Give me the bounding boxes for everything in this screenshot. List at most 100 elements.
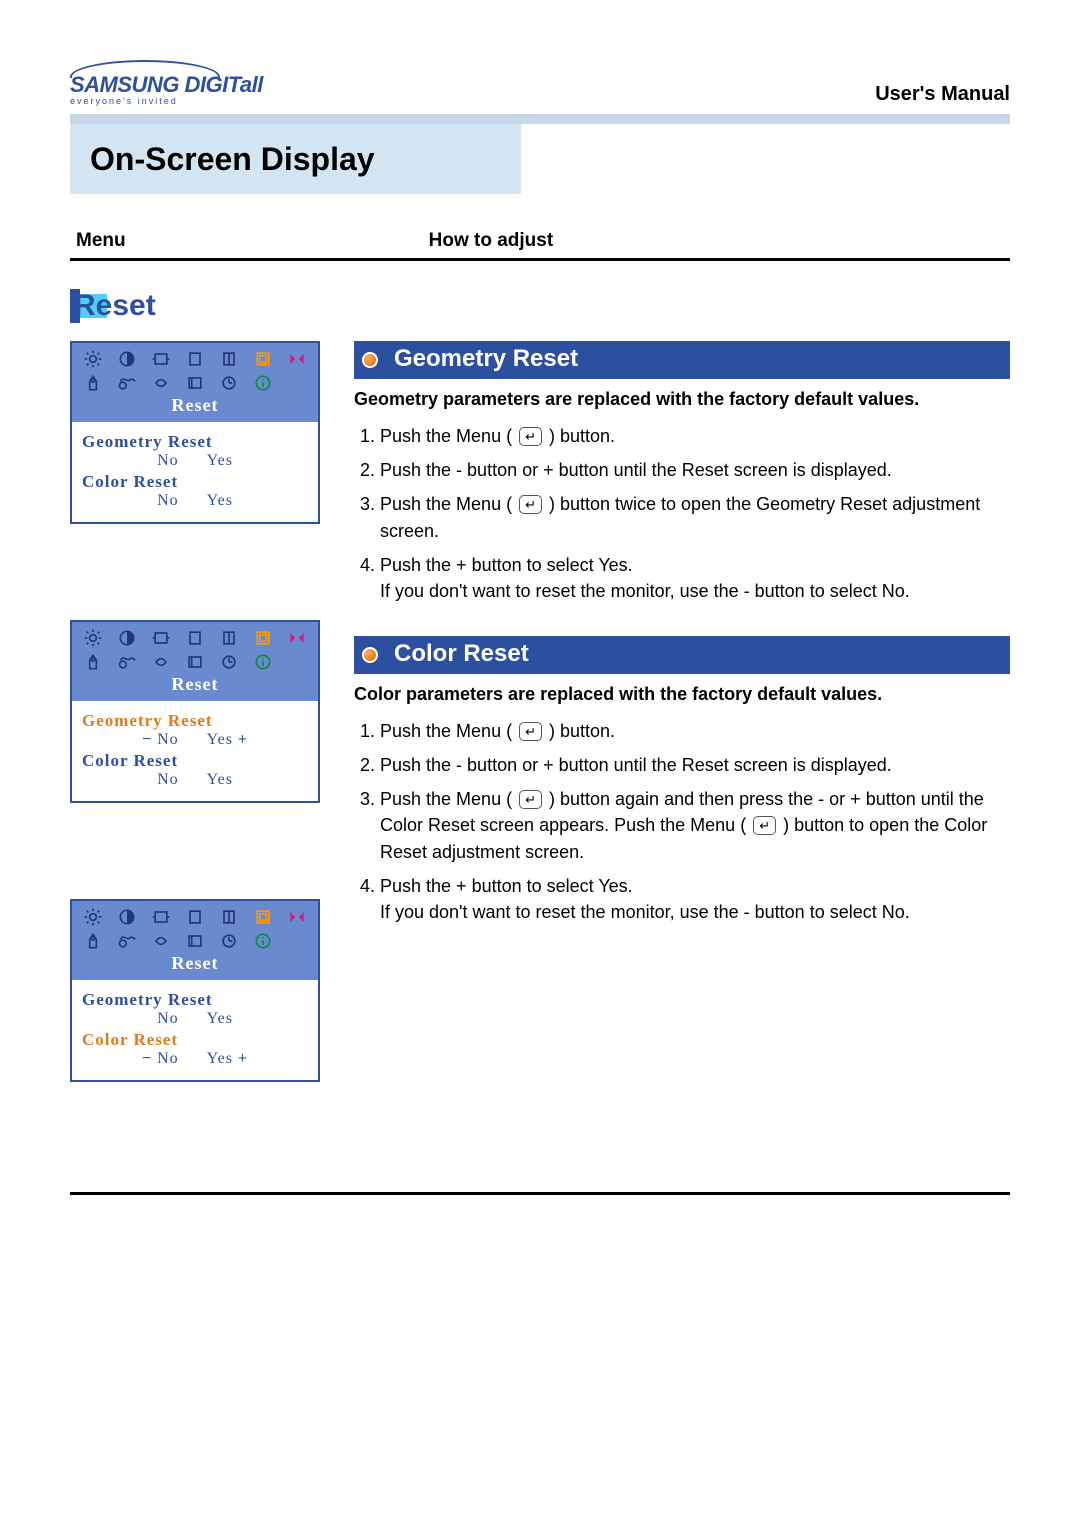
bullet-icon <box>362 647 378 663</box>
osd-icon-row <box>78 349 312 393</box>
osd-geometry-label: Geometry Reset <box>82 990 308 1010</box>
reset-highlight-icon <box>282 907 312 927</box>
h-pos-icon <box>180 628 210 648</box>
osd-option-yes: Yes <box>207 452 233 470</box>
osd-color-label: Color Reset <box>82 472 308 492</box>
step-item: Push the - button or + button until the … <box>380 752 1010 778</box>
degauss-icon <box>112 931 142 951</box>
h-size-icon <box>146 907 176 927</box>
col-header-howto: How to adjust <box>429 230 1004 252</box>
osd-header: Reset <box>72 901 318 980</box>
color-reset-heading-text: Color Reset <box>394 640 529 667</box>
osd-option-no: No <box>157 492 179 510</box>
pincushion-icon <box>248 628 278 648</box>
tilt-icon <box>146 652 176 672</box>
v-pos-icon <box>214 628 244 648</box>
brand-name: SAMSUNG DIGITall <box>70 72 263 98</box>
h-pos-icon <box>180 907 210 927</box>
rotation-icon <box>214 931 244 951</box>
parallelogram-icon <box>180 931 210 951</box>
osd-body: Geometry Reset− No Yes + Color ResetNoYes <box>72 701 318 801</box>
section-flag: Reset <box>70 289 156 323</box>
col-header-menu: Menu <box>76 230 429 252</box>
geometry-reset-heading: Geometry Reset <box>354 341 1010 379</box>
reset-highlight-icon <box>282 628 312 648</box>
osd-option-no: − No <box>142 1050 179 1068</box>
geometry-reset-heading-text: Geometry Reset <box>394 345 578 372</box>
osd-header: Reset <box>72 622 318 701</box>
pincushion-icon <box>248 349 278 369</box>
step-item: Push the - button or + button until the … <box>380 457 1010 483</box>
osd-option-row: NoYes <box>82 492 308 510</box>
info-icon <box>248 373 278 393</box>
step-item: Push the Menu ( ) button again and then … <box>380 786 1010 864</box>
header-divider <box>70 114 1010 124</box>
rotation-icon <box>214 373 244 393</box>
menu-column: ResetGeometry ResetNoYesColor ResetNoYes… <box>70 341 330 1082</box>
tilt-icon <box>146 373 176 393</box>
osd-option-row: No Yes <box>82 452 308 470</box>
degauss-icon <box>112 373 142 393</box>
osd-icon-row <box>78 907 312 951</box>
osd-geometry-label: Geometry Reset <box>82 432 308 452</box>
osd-option-row: − NoYes + <box>82 1050 308 1068</box>
brightness-icon <box>78 628 108 648</box>
step-item: Push the Menu ( ) button twice to open t… <box>380 491 1010 543</box>
osd-option-yes: Yes + <box>207 731 248 749</box>
osd-body: Geometry ResetNo Yes Color Reset− NoYes + <box>72 980 318 1080</box>
osd-geometry-label: Geometry Reset <box>82 711 308 731</box>
color-icon <box>78 652 108 672</box>
h-size-icon <box>146 349 176 369</box>
tilt-icon <box>146 931 176 951</box>
bullet-icon <box>362 352 378 368</box>
osd-option-yes: Yes <box>207 1010 233 1028</box>
osd-color-label: Color Reset <box>82 751 308 771</box>
osd-title: Reset <box>78 393 312 420</box>
enter-button-icon <box>519 427 542 446</box>
step-item: Push the + button to select Yes.If you d… <box>380 873 1010 925</box>
degauss-icon <box>112 652 142 672</box>
osd-panel: ResetGeometry ResetNoYesColor ResetNoYes <box>70 341 320 524</box>
section-flag-label: Reset <box>70 289 156 322</box>
osd-header: Reset <box>72 343 318 422</box>
pincushion-icon <box>248 907 278 927</box>
geometry-reset-steps: Push the Menu ( ) button. Push the - butt… <box>354 423 1010 604</box>
osd-option-no: No <box>157 771 179 789</box>
h-size-icon <box>146 628 176 648</box>
contrast-icon <box>112 628 142 648</box>
step-item: Push the Menu ( ) button. <box>380 718 1010 744</box>
column-headers: Menu How to adjust <box>70 230 1010 258</box>
osd-title: Reset <box>78 672 312 699</box>
osd-option-row: − No Yes + <box>82 731 308 749</box>
reset-highlight-icon <box>282 349 312 369</box>
geometry-reset-lead: Geometry parameters are replaced with th… <box>354 387 1010 411</box>
title-band: On-Screen Display <box>70 124 1010 194</box>
enter-button-icon <box>519 790 542 809</box>
enter-button-icon <box>519 495 542 514</box>
v-pos-icon <box>214 349 244 369</box>
contrast-icon <box>112 907 142 927</box>
rotation-icon <box>214 652 244 672</box>
color-icon <box>78 373 108 393</box>
enter-button-icon <box>753 816 776 835</box>
howto-column: Geometry Reset Geometry parameters are r… <box>354 341 1010 1082</box>
info-icon <box>248 931 278 951</box>
color-reset-heading: Color Reset <box>354 636 1010 674</box>
osd-option-no: No <box>157 452 179 470</box>
color-reset-steps: Push the Menu ( ) button. Push the - butt… <box>354 718 1010 925</box>
osd-option-row: NoYes <box>82 771 308 789</box>
osd-option-no: No <box>157 1010 179 1028</box>
footer-rule <box>70 1192 1010 1195</box>
h-pos-icon <box>180 349 210 369</box>
page-title: On-Screen Display <box>70 124 521 194</box>
color-icon <box>78 931 108 951</box>
enter-button-icon <box>519 722 542 741</box>
osd-title: Reset <box>78 951 312 978</box>
color-reset-lead: Color parameters are replaced with the f… <box>354 682 1010 706</box>
osd-option-no: − No <box>142 731 179 749</box>
step-item: Push the Menu ( ) button. <box>380 423 1010 449</box>
v-pos-icon <box>214 907 244 927</box>
osd-panel: Reset Geometry Reset− No Yes + Color ResetN… <box>70 620 320 803</box>
manual-label: User's Manual <box>875 83 1010 106</box>
osd-color-label: Color Reset <box>82 1030 308 1050</box>
